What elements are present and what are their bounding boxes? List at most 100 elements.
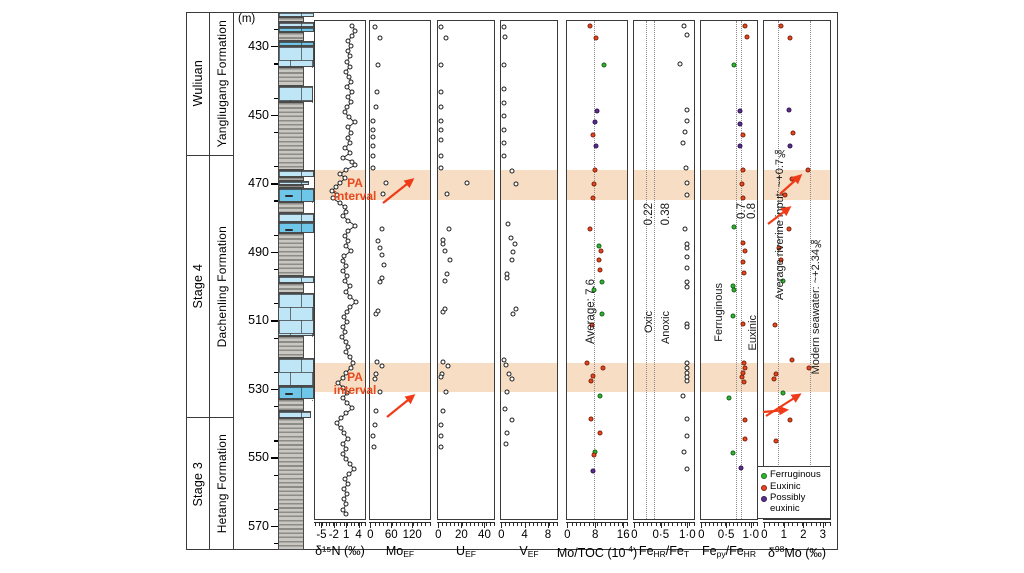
data-point[interactable] (345, 238, 351, 244)
data-point[interactable] (337, 180, 343, 186)
data-point[interactable] (347, 294, 353, 300)
data-point[interactable] (341, 314, 347, 320)
data-point[interactable] (342, 109, 348, 115)
data-point[interactable] (731, 62, 737, 68)
data-point[interactable] (680, 140, 686, 146)
data-point[interactable] (738, 465, 744, 471)
data-point[interactable] (590, 468, 596, 474)
data-point[interactable] (740, 132, 746, 138)
panel-fehr_fet[interactable]: 0.22 0.38 Oxic Anoxic (633, 20, 695, 520)
data-point[interactable] (594, 108, 600, 114)
data-point[interactable] (681, 23, 687, 29)
data-point[interactable] (446, 226, 452, 231)
data-point[interactable] (741, 379, 747, 385)
panel-d98mo[interactable]: Average riverine input: ~+0.7‰ Modern sea… (763, 20, 831, 520)
data-point[interactable] (337, 171, 343, 177)
data-point[interactable] (338, 425, 344, 431)
data-point[interactable] (348, 248, 354, 254)
panel-fepy_fehr[interactable]: 0.7 0.8 Ferruginous Euxinic (700, 20, 758, 520)
data-point[interactable] (445, 363, 451, 369)
data-point[interactable] (373, 104, 379, 110)
data-point[interactable] (508, 235, 514, 241)
data-point[interactable] (340, 395, 346, 401)
data-point[interactable] (347, 304, 353, 310)
data-point[interactable] (343, 370, 349, 376)
data-point[interactable] (789, 357, 795, 363)
data-point[interactable] (502, 34, 508, 40)
data-point[interactable] (345, 94, 351, 100)
data-point[interactable] (370, 118, 376, 124)
data-point[interactable] (503, 362, 509, 368)
data-point[interactable] (340, 213, 346, 219)
data-point[interactable] (340, 385, 346, 391)
data-point[interactable] (442, 278, 448, 284)
data-point[interactable] (682, 226, 688, 231)
data-point[interactable] (730, 313, 736, 319)
data-point[interactable] (349, 89, 355, 95)
data-point[interactable] (438, 104, 443, 110)
data-point[interactable] (370, 127, 376, 133)
data-point[interactable] (352, 28, 358, 34)
data-point[interactable] (375, 238, 381, 244)
data-point[interactable] (501, 24, 507, 30)
data-point[interactable] (741, 270, 747, 276)
data-point[interactable] (806, 365, 811, 371)
data-point[interactable] (681, 449, 687, 455)
data-point[interactable] (343, 263, 349, 269)
data-point[interactable] (345, 436, 351, 442)
data-point[interactable] (740, 370, 746, 376)
data-point[interactable] (501, 113, 506, 119)
data-point[interactable] (372, 24, 378, 30)
data-point[interactable] (444, 191, 450, 197)
data-point[interactable] (591, 452, 597, 458)
data-point[interactable] (345, 38, 351, 44)
data-point[interactable] (588, 416, 594, 422)
data-point[interactable] (347, 53, 353, 59)
data-point[interactable] (438, 433, 443, 439)
data-point[interactable] (349, 23, 355, 29)
data-point[interactable] (501, 86, 507, 92)
data-point[interactable] (684, 360, 690, 366)
data-point[interactable] (334, 192, 340, 198)
data-point[interactable] (348, 365, 354, 371)
data-point[interactable] (346, 471, 352, 477)
data-point[interactable] (370, 134, 375, 140)
data-point[interactable] (442, 306, 448, 312)
data-point[interactable] (684, 254, 690, 260)
data-point[interactable] (344, 319, 350, 325)
data-point[interactable] (340, 324, 346, 330)
data-point[interactable] (778, 257, 784, 263)
data-point[interactable] (347, 150, 353, 156)
data-point[interactable] (593, 143, 599, 149)
data-point[interactable] (684, 416, 690, 422)
data-point[interactable] (345, 124, 351, 130)
data-point[interactable] (348, 130, 354, 136)
data-point[interactable] (591, 181, 597, 187)
data-point[interactable] (773, 438, 779, 444)
data-point[interactable] (742, 417, 748, 423)
data-point[interactable] (345, 48, 351, 54)
data-point[interactable] (343, 456, 349, 462)
data-point[interactable] (343, 289, 349, 295)
data-point[interactable] (503, 441, 509, 447)
data-point[interactable] (740, 259, 746, 265)
data-point[interactable] (373, 371, 379, 377)
data-point[interactable] (598, 248, 604, 254)
data-point[interactable] (744, 34, 750, 40)
data-point[interactable] (343, 339, 349, 345)
data-point[interactable] (370, 153, 375, 159)
data-point[interactable] (737, 121, 743, 127)
data-point[interactable] (340, 268, 346, 274)
data-point[interactable] (587, 226, 593, 231)
data-point[interactable] (342, 145, 348, 151)
data-point[interactable] (773, 371, 779, 377)
data-point[interactable] (730, 450, 736, 456)
data-point[interactable] (513, 306, 519, 312)
data-point[interactable] (438, 374, 444, 380)
data-point[interactable] (502, 406, 508, 412)
data-point[interactable] (593, 35, 599, 41)
data-point[interactable] (438, 89, 444, 95)
data-point[interactable] (787, 35, 793, 41)
data-point[interactable] (442, 248, 448, 254)
data-point[interactable] (345, 228, 351, 234)
